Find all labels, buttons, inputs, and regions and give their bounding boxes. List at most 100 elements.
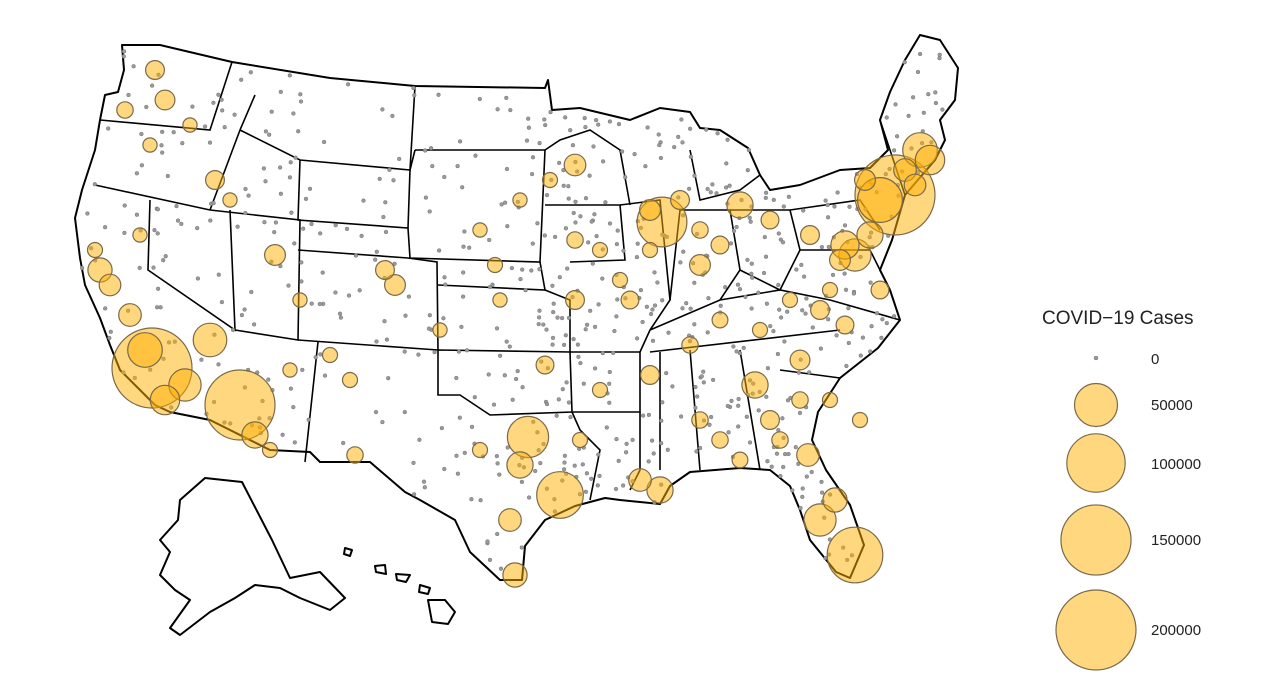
- county-marker: [646, 412, 651, 417]
- county-marker: [596, 302, 601, 307]
- county-marker: [589, 219, 594, 224]
- county-marker: [570, 143, 575, 148]
- county-marker: [655, 280, 660, 285]
- county-marker: [423, 195, 428, 200]
- county-marker: [427, 209, 432, 214]
- county-case-bubble: [870, 280, 890, 300]
- county-marker: [616, 458, 621, 463]
- county-case-bubble: [341, 371, 359, 389]
- county-marker: [387, 167, 392, 172]
- county-marker: [498, 566, 504, 571]
- county-case-bubble: [688, 254, 711, 277]
- county-marker: [562, 460, 567, 465]
- county-marker: [825, 215, 831, 220]
- county-marker: [174, 204, 179, 209]
- county-marker: [607, 221, 613, 226]
- county-marker: [498, 353, 503, 358]
- county-marker: [108, 329, 113, 334]
- county-marker: [383, 200, 388, 205]
- county-marker: [614, 314, 619, 319]
- county-marker: [533, 468, 538, 474]
- county-marker: [529, 268, 534, 273]
- county-marker: [333, 223, 338, 228]
- county-marker: [243, 211, 248, 216]
- county-marker: [846, 340, 851, 346]
- county-marker: [676, 134, 681, 139]
- county-marker: [600, 276, 605, 281]
- county-marker: [235, 224, 240, 229]
- county-marker: [593, 117, 599, 123]
- county-marker: [529, 172, 535, 177]
- county-marker: [656, 132, 661, 137]
- county-case-bubble: [669, 190, 690, 211]
- county-marker: [211, 201, 216, 206]
- county-marker: [734, 349, 739, 354]
- county-marker: [778, 237, 783, 242]
- county-marker: [651, 451, 656, 456]
- county-marker: [337, 311, 343, 316]
- county-marker: [589, 476, 594, 481]
- county-marker: [554, 413, 559, 418]
- county-marker: [688, 306, 693, 311]
- county-marker: [724, 161, 729, 166]
- county-marker: [195, 276, 200, 281]
- county-marker: [695, 394, 700, 399]
- county-marker: [122, 230, 127, 235]
- county-marker: [847, 204, 852, 209]
- county-marker: [155, 305, 160, 310]
- county-marker: [697, 445, 703, 451]
- county-marker: [386, 376, 391, 381]
- county-marker: [462, 229, 467, 234]
- county-marker: [239, 77, 244, 82]
- county-marker: [692, 280, 697, 285]
- legend-symbol-200000: [1055, 589, 1137, 671]
- county-marker: [467, 245, 472, 250]
- county-marker: [583, 489, 588, 494]
- county-marker: [603, 200, 608, 205]
- county-marker: [341, 440, 346, 446]
- county-marker: [299, 279, 304, 284]
- county-marker: [458, 139, 463, 144]
- county-marker: [718, 303, 723, 308]
- county-case-bubble: [771, 431, 789, 449]
- county-marker: [242, 307, 247, 312]
- county-marker: [583, 124, 588, 130]
- county-marker: [504, 166, 510, 172]
- county-marker: [262, 220, 267, 225]
- county-marker: [844, 363, 849, 369]
- county-marker: [749, 271, 754, 276]
- county-case-bubble: [192, 322, 228, 358]
- county-marker: [287, 73, 292, 78]
- county-marker: [782, 339, 787, 344]
- county-marker: [658, 155, 663, 161]
- county-marker: [581, 381, 586, 386]
- county-marker: [307, 186, 313, 191]
- county-marker: [261, 166, 266, 171]
- county-marker: [469, 497, 474, 502]
- county-case-bubble: [498, 508, 522, 532]
- county-marker: [550, 342, 555, 347]
- county-marker: [406, 294, 411, 299]
- county-marker: [497, 472, 502, 477]
- county-marker: [562, 453, 567, 458]
- county-marker: [891, 314, 897, 319]
- county-marker: [263, 129, 268, 134]
- county-marker: [243, 186, 248, 192]
- county-marker: [769, 464, 774, 469]
- county-marker: [793, 445, 798, 450]
- county-marker: [139, 163, 144, 168]
- county-marker: [519, 545, 524, 550]
- county-marker: [832, 204, 837, 209]
- county-marker: [216, 362, 221, 367]
- county-marker: [320, 270, 325, 275]
- county-marker: [510, 397, 515, 402]
- county-marker: [561, 183, 566, 188]
- county-marker: [858, 353, 863, 358]
- county-marker: [563, 333, 568, 338]
- county-marker: [776, 282, 781, 288]
- county-case-bubble: [803, 503, 837, 537]
- county-marker: [659, 441, 664, 446]
- county-marker: [219, 300, 224, 305]
- county-marker: [374, 249, 379, 254]
- county-marker: [771, 329, 776, 334]
